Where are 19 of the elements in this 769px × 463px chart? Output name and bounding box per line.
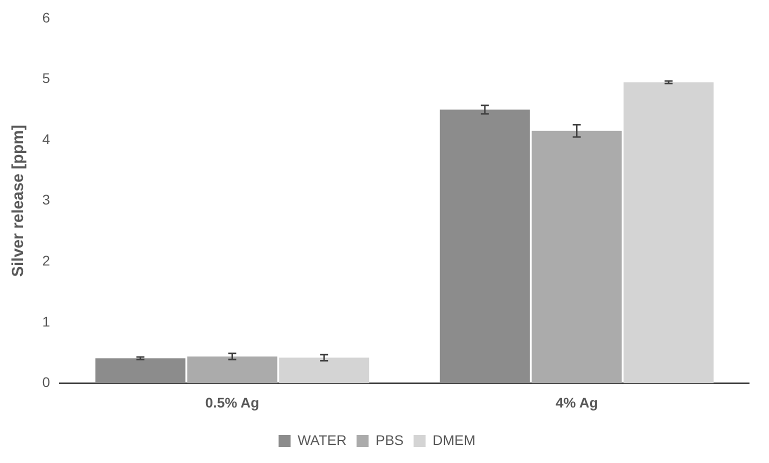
- bar: [279, 358, 370, 384]
- legend-label: WATER: [298, 432, 347, 448]
- bar: [187, 356, 278, 384]
- x-tick-label: 0.5% Ag: [205, 394, 260, 410]
- y-tick-label: 4: [42, 130, 50, 147]
- legend-label: DMEM: [432, 432, 476, 448]
- bar: [440, 110, 530, 384]
- x-tick-label: 4% Ag: [556, 394, 598, 410]
- bar: [95, 358, 186, 384]
- y-tick-label: 5: [42, 70, 50, 86]
- y-axis-title: Silver release [ppm]: [10, 124, 28, 277]
- bar: [532, 130, 622, 384]
- y-tick-label: 2: [42, 252, 50, 268]
- y-tick-label: 3: [42, 192, 50, 208]
- legend-label: PBS: [376, 432, 404, 448]
- y-tick-label: 0: [42, 374, 50, 390]
- y-tick-label: 6: [42, 9, 50, 26]
- y-tick-label: 1: [42, 313, 50, 330]
- bar: [624, 82, 714, 384]
